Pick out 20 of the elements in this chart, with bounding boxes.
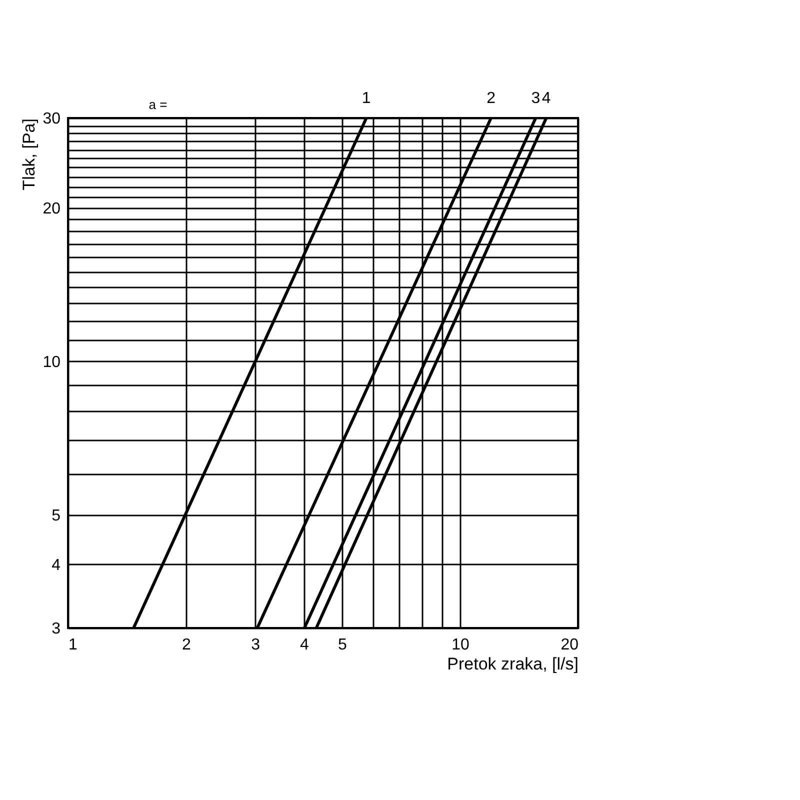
series-label: 4 <box>542 90 551 107</box>
y-tick-label: 30 <box>42 110 61 128</box>
x-tick-label: 4 <box>300 636 310 654</box>
x-tick-label: 5 <box>338 636 348 654</box>
text: a = <box>148 97 168 112</box>
y-tick-label: 5 <box>52 507 61 524</box>
x-axis-title: Pretok zraka, [l/s] <box>447 654 578 674</box>
x-tick-label: 3 <box>251 636 260 654</box>
y-tick-label: 3 <box>52 620 61 638</box>
series-label: 1 <box>362 90 371 107</box>
x-tick-label: 10 <box>452 636 470 654</box>
y-tick-label: 4 <box>52 556 61 574</box>
series-label: 2 <box>486 90 496 107</box>
y-tick-label: 20 <box>42 200 61 218</box>
x-tick-label: 1 <box>68 636 78 654</box>
y-axis-title: Tlak, [Pa] <box>20 118 39 190</box>
x-tick-label: 20 <box>560 636 579 654</box>
y-tick-label: 10 <box>42 354 61 371</box>
x-tick-label: 2 <box>182 636 192 654</box>
series-label: 3 <box>531 90 540 107</box>
